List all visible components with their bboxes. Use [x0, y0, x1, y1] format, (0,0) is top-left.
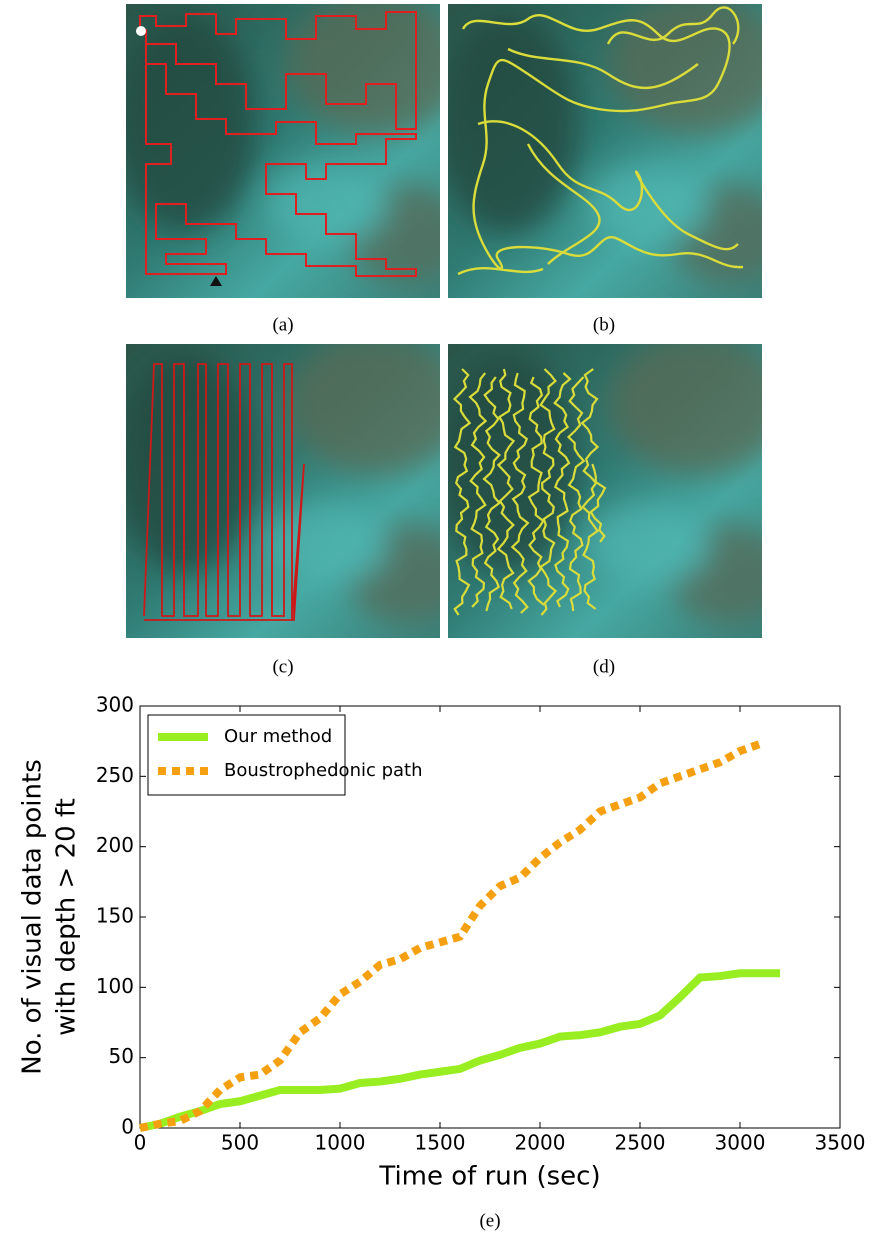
- y-axis-label: No. of visual data points: [18, 759, 48, 1075]
- legend-label: Boustrophedonic path: [224, 760, 423, 781]
- y-axis-label: with depth > 20 ft: [52, 798, 82, 1036]
- legend-label: Our method: [224, 726, 332, 747]
- trajectory: [496, 368, 516, 610]
- panel-a: [116, 0, 466, 298]
- caption: (c): [272, 656, 293, 677]
- x-tick-label: 500: [221, 1131, 259, 1155]
- legend-box: [147, 714, 346, 796]
- series-line: [139, 740, 762, 1132]
- panel-d: [438, 334, 788, 638]
- y-tick-label: 50: [109, 1044, 134, 1068]
- x-axis-label: Time of run (sec): [378, 1162, 600, 1192]
- y-tick-label: 300: [96, 693, 134, 717]
- trajectory: [468, 372, 488, 608]
- trajectory: [553, 372, 572, 608]
- trajectory: [580, 368, 600, 610]
- x-tick-label: 3500: [815, 1131, 866, 1155]
- series-line: [139, 969, 780, 1132]
- x-tick-label: 1000: [315, 1131, 366, 1155]
- y-tick-label: 150: [96, 904, 134, 928]
- x-tick-label: 2000: [515, 1131, 566, 1155]
- x-tick-label: 1500: [415, 1131, 466, 1155]
- caption: (a): [272, 314, 293, 335]
- trajectory: [539, 368, 558, 616]
- y-tick-label: 200: [96, 833, 134, 857]
- y-tick-label: 250: [96, 763, 134, 787]
- y-tick-label: 0: [121, 1115, 134, 1139]
- caption: (d): [593, 656, 615, 677]
- y-tick-label: 100: [96, 974, 134, 998]
- caption: (b): [593, 314, 615, 335]
- x-tick-label: 0: [134, 1131, 147, 1155]
- trajectory: [589, 463, 607, 543]
- x-tick-label: 2500: [615, 1131, 666, 1155]
- chart: 0 500 1000 1500 2000 2500 3000 3500 0 50 100 150 200…: [18, 693, 866, 1192]
- trajectory: [566, 376, 586, 612]
- x-tick-label: 3000: [715, 1131, 766, 1155]
- trajectory: [482, 376, 502, 612]
- panel-b: [438, 0, 788, 298]
- trajectory: [452, 368, 472, 616]
- trajectory: [510, 372, 530, 614]
- panel-c: [116, 334, 466, 638]
- caption: (e): [479, 1210, 500, 1231]
